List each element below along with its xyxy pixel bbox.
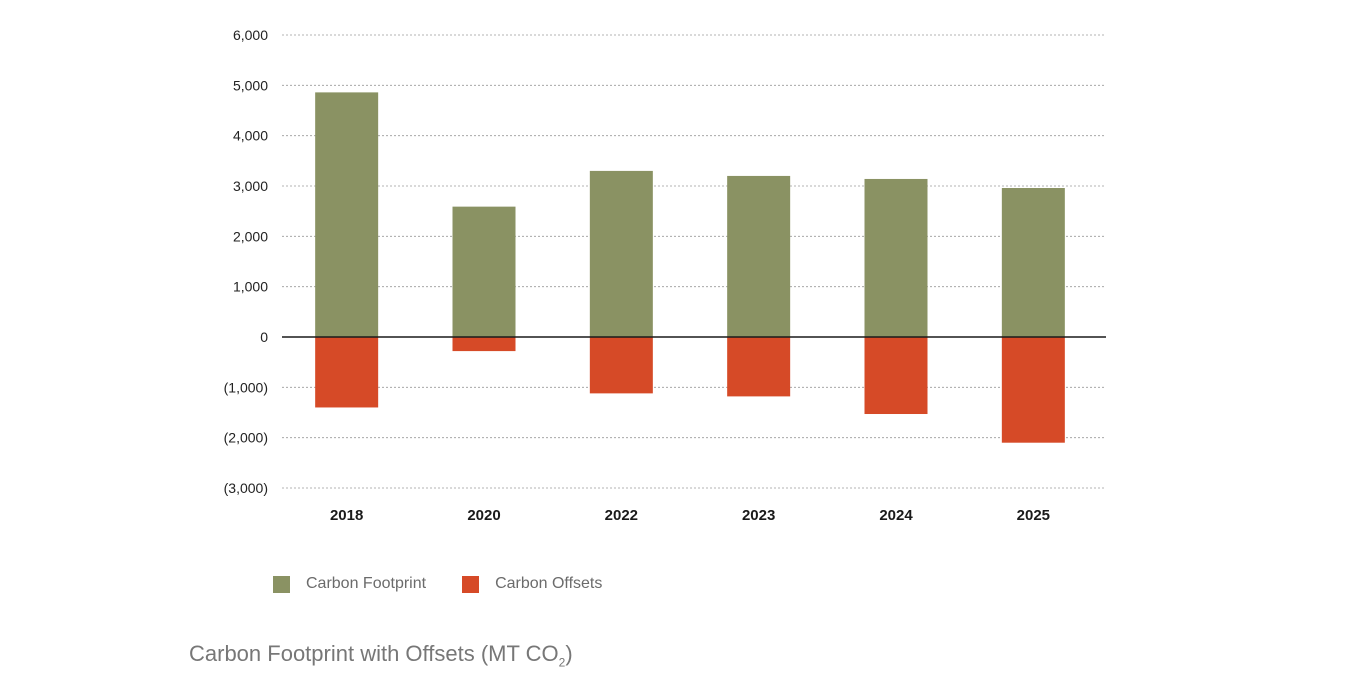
bar-carbon-footprint-2023 — [727, 175, 791, 337]
chart-caption: Carbon Footprint with Offsets (MT CO2) — [189, 641, 573, 669]
chart: 6,000 5,000 4,000 3,000 2,000 1,000 0 (1,000) (2… — [224, 27, 1106, 524]
bar-carbon-offsets-2022 — [589, 337, 653, 394]
legend-item-offsets: Carbon Offsets — [462, 575, 602, 593]
bar-carbon-offsets-2018 — [315, 337, 379, 408]
y-axis-ticks: 6,000 5,000 4,000 3,000 2,000 1,000 0 (1,000) (2… — [224, 27, 269, 496]
legend-label-offsets: Carbon Offsets — [495, 575, 603, 592]
y-tick-label: (1,000) — [224, 379, 268, 395]
y-tick-label: (3,000) — [224, 480, 268, 496]
y-tick-label: 4,000 — [233, 128, 268, 144]
bar-carbon-footprint-2022 — [589, 170, 653, 337]
caption-text: Carbon Footprint with Offsets (MT CO — [189, 641, 559, 666]
gridlines — [282, 34, 1106, 489]
bar-carbon-offsets-2020 — [452, 337, 516, 352]
bar-carbon-offsets-2024 — [864, 337, 928, 415]
bar-carbon-footprint-2020 — [452, 206, 516, 337]
x-axis-ticks: 2018 2020 2022 2023 2024 2025 — [330, 507, 1050, 524]
x-tick-label: 2018 — [330, 507, 363, 524]
bar-carbon-footprint-2024 — [864, 178, 928, 337]
caption-subscript: 2 — [558, 655, 566, 670]
legend-swatch-footprint — [273, 575, 290, 593]
x-tick-label: 2020 — [467, 507, 500, 524]
legend-label-footprint: Carbon Footprint — [306, 575, 427, 592]
y-tick-label: 0 — [260, 329, 268, 345]
x-tick-label: 2024 — [879, 507, 913, 524]
legend-item-footprint: Carbon Footprint — [273, 575, 426, 593]
caption-end: ) — [565, 641, 573, 666]
y-tick-label: 3,000 — [233, 178, 268, 194]
y-tick-label: 2,000 — [233, 228, 268, 244]
bar-carbon-footprint-2018 — [315, 92, 379, 337]
legend-swatch-offsets — [462, 575, 480, 593]
x-tick-label: 2023 — [742, 507, 775, 524]
bar-carbon-offsets-2025 — [1001, 337, 1065, 443]
x-tick-label: 2022 — [605, 507, 638, 524]
y-tick-label: (2,000) — [224, 430, 268, 446]
y-tick-label: 5,000 — [233, 77, 268, 93]
y-tick-label: 6,000 — [233, 27, 268, 43]
x-tick-label: 2025 — [1017, 507, 1050, 524]
y-tick-label: 1,000 — [233, 279, 268, 295]
bars — [315, 92, 1065, 443]
bar-carbon-footprint-2025 — [1001, 188, 1065, 337]
legend: Carbon Footprint Carbon Offsets — [273, 575, 638, 593]
bar-carbon-offsets-2023 — [727, 337, 791, 397]
